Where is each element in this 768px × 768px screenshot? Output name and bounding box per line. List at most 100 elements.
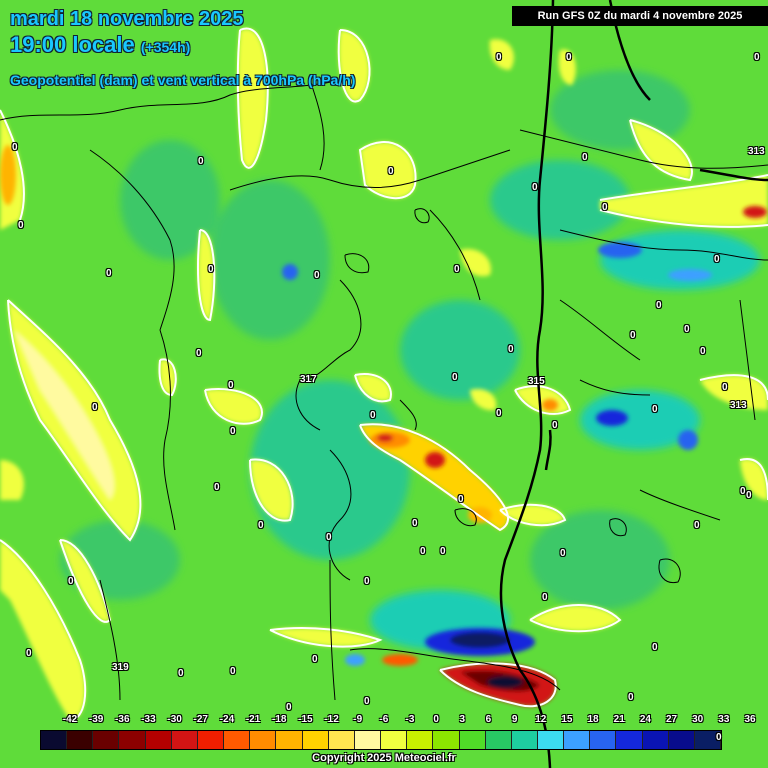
zero-contour-label: 0 — [552, 420, 558, 431]
zero-contour-label: 0 — [656, 300, 662, 311]
legend-tick-label: 30 — [692, 714, 704, 725]
legend-swatch — [668, 731, 695, 749]
zero-contour-label: 0 — [68, 576, 74, 587]
legend-swatch — [564, 731, 591, 749]
legend-swatch — [511, 731, 538, 749]
legend-swatch — [276, 731, 303, 749]
zero-contour-label: 0 — [496, 52, 502, 63]
legend-tick-label: -3 — [405, 714, 415, 725]
zero-contour-label: 0 — [714, 254, 720, 265]
zero-contour-label: 0 — [652, 404, 658, 415]
legend-swatch — [119, 731, 146, 749]
legend-tick-label: -15 — [298, 714, 313, 725]
geopotential-label: 313 — [748, 146, 765, 157]
copyright: Copyright 2025 Meteociel.fr — [312, 752, 456, 764]
zero-contour-label: 0 — [684, 324, 690, 335]
zero-contour-label: 0 — [582, 152, 588, 163]
zero-contour-label: 0 — [628, 692, 634, 703]
legend-swatch — [328, 731, 355, 749]
legend-tick-label: 12 — [535, 714, 547, 725]
legend-swatch — [616, 731, 643, 749]
zero-contour-label: 0 — [326, 532, 332, 543]
legend-swatch — [485, 731, 512, 749]
legend-tick-label: -24 — [219, 714, 235, 725]
zero-contour-label: 0 — [178, 668, 184, 679]
legend-swatch — [224, 731, 251, 749]
legend-swatch — [642, 731, 669, 749]
zero-contour-label: 0 — [12, 142, 18, 153]
legend-swatch — [354, 731, 382, 749]
zero-contour-label: 0 — [652, 642, 658, 653]
geopotential-label: 319 — [112, 662, 129, 673]
zero-contour-label: 0 — [26, 648, 32, 659]
zero-contour-label: 0 — [454, 264, 460, 275]
forecast-time-main: 19:00 locale — [10, 32, 135, 57]
subsidence-areas — [0, 28, 768, 720]
legend-swatch — [145, 731, 172, 749]
zero-contour-label: 0 — [92, 402, 98, 413]
zero-contour-label: 0 — [230, 426, 236, 437]
geopotential-label: 317 — [300, 374, 317, 385]
geopotential-label: 313 — [730, 400, 747, 411]
zero-contour-label: 0 — [370, 410, 376, 421]
zero-contour-label: 0 — [286, 702, 292, 713]
zero-contour-label: 0 — [700, 346, 706, 357]
zero-contour-label: 0 — [196, 348, 202, 359]
zero-contour-label: 0 — [364, 576, 370, 587]
legend-tick-label: -39 — [88, 714, 104, 725]
legend-swatch — [537, 731, 565, 749]
legend-end-label: 0 — [716, 732, 722, 743]
zero-contour-label: 0 — [314, 270, 320, 281]
zero-contour-label: 0 — [694, 520, 700, 531]
zero-contour-label: 0 — [420, 546, 426, 557]
legend-tick-label: -30 — [167, 714, 182, 725]
zero-contour-label: 0 — [532, 182, 538, 193]
zero-contour-label: 0 — [740, 486, 746, 497]
zero-contour-label: 0 — [258, 520, 264, 531]
zero-contour-label: 0 — [312, 654, 318, 665]
legend-tick-label: 15 — [561, 714, 573, 725]
legend-tick-label: -9 — [353, 714, 363, 725]
zero-contour-label: 0 — [198, 156, 204, 167]
forecast-date: mardi 18 novembre 2025 — [10, 8, 244, 30]
legend-tick-label: -6 — [379, 714, 389, 725]
zero-contour-label: 0 — [230, 666, 236, 677]
legend-swatch — [381, 731, 408, 749]
zero-contour-label: 0 — [602, 202, 608, 213]
zero-contour-label: 0 — [496, 408, 502, 419]
legend-swatch — [590, 731, 617, 749]
geopotential-label: 315 — [528, 376, 545, 387]
legend-tick-label: 36 — [744, 714, 756, 725]
legend-tick-label: -33 — [141, 714, 156, 725]
legend-swatch — [250, 731, 277, 749]
coastlines — [0, 79, 768, 701]
zero-contour-label: 0 — [228, 380, 234, 391]
zero-contour-label: 0 — [630, 330, 636, 341]
legend-ticks: -42 -39 -36 -33 -30 -27 -24 -21 -18 -15 -12 -9 -6 -3 0… — [40, 714, 756, 728]
legend-tick-label: 33 — [718, 714, 730, 725]
zero-contour-label: 0 — [508, 344, 514, 355]
legend-swatch — [197, 731, 225, 749]
legend-tick-label: 21 — [613, 714, 625, 725]
legend-swatch — [459, 731, 486, 749]
legend-tick-label: 27 — [665, 714, 678, 725]
legend-swatch — [694, 731, 722, 749]
legend-tick-label: -12 — [324, 714, 339, 725]
legend-tick-label: 18 — [587, 714, 599, 725]
legend-tick-label: -36 — [115, 714, 130, 725]
legend-swatch — [433, 731, 460, 749]
zero-contour-label: 0 — [566, 52, 572, 63]
legend-tick-label: 9 — [511, 714, 518, 725]
zero-contour-label: 0 — [560, 548, 566, 559]
legend-tick-label: -42 — [62, 714, 78, 725]
legend-tick-label: 6 — [485, 714, 492, 725]
zero-contour-label: 0 — [746, 490, 752, 501]
legend-tick-label: 24 — [639, 714, 651, 725]
legend-tick-label: -27 — [193, 714, 208, 725]
zero-contour-label: 0 — [412, 518, 418, 529]
zero-contour-label: 0 — [458, 494, 464, 505]
zero-contour-label: 0 — [18, 220, 24, 231]
zero-contour-label: 0 — [542, 592, 548, 603]
zero-contour-label: 0 — [722, 382, 728, 393]
zero-contour-label: 0 — [440, 546, 446, 557]
